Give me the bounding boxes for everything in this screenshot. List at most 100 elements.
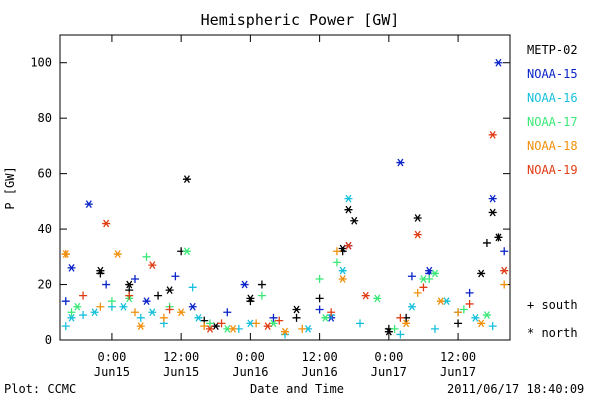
point-south-noaa-17 (67, 308, 76, 317)
point-north-noaa-18 (136, 322, 145, 331)
point-south-noaa-16 (431, 324, 439, 333)
point-north-metp-02 (125, 280, 134, 289)
point-south-noaa-19 (125, 291, 134, 300)
plot-frame (59, 34, 511, 341)
y-tick-label: 100 (30, 56, 52, 70)
point-north-metp-02 (413, 214, 422, 222)
point-south-noaa-17 (315, 275, 324, 283)
legend-noaa-16: NOAA-16 (527, 91, 578, 105)
point-north-metp-02 (344, 205, 353, 214)
point-north-metp-02 (494, 233, 503, 242)
point-south-noaa-16 (61, 322, 70, 331)
x-tick-label-date: Jun17 (440, 365, 476, 379)
point-north-noaa-17 (321, 313, 330, 322)
point-north-noaa-15 (488, 194, 497, 203)
point-north-noaa-18 (281, 327, 289, 336)
point-north-noaa-19 (488, 130, 497, 139)
plot-credit: Plot: CCMC (4, 382, 77, 396)
x-axis: 0:00Jun1512:00Jun150:00Jun1612:00Jun160:… (94, 35, 476, 379)
point-south-metp-02 (454, 319, 463, 328)
point-south-metp-02 (154, 291, 163, 300)
point-south-metp-02 (292, 313, 301, 322)
y-tick-label: 0 (45, 333, 52, 347)
point-south-noaa-18 (159, 313, 168, 322)
point-south-noaa-18 (131, 308, 139, 317)
point-north-noaa-16 (148, 308, 157, 317)
point-north-noaa-15 (188, 302, 197, 311)
point-north-noaa-16 (407, 302, 416, 311)
point-south-noaa-19 (419, 283, 428, 292)
x-tick-label-time: 0:00 (97, 350, 126, 364)
y-tick-label: 20 (38, 278, 52, 292)
x-tick-label-date: Jun15 (94, 365, 130, 379)
point-north-noaa-15 (240, 280, 249, 289)
y-tick-label: 40 (38, 222, 52, 236)
marker-legend-north: * north (527, 326, 578, 340)
point-south-noaa-16 (356, 319, 364, 328)
point-south-noaa-16 (79, 311, 88, 320)
point-north-noaa-18 (177, 308, 186, 317)
point-north-noaa-15 (494, 58, 503, 67)
point-south-noaa-15 (315, 305, 324, 314)
y-tick-label: 80 (38, 111, 52, 125)
marker-legend-south: + south (527, 298, 578, 312)
legend-noaa-18: NOAA-18 (527, 139, 578, 153)
point-south-noaa-17 (257, 291, 266, 300)
point-south-noaa-18 (332, 247, 341, 256)
point-north-noaa-18 (402, 319, 411, 328)
y-axis-label: P [GW] (3, 166, 17, 209)
x-tick-label-date: Jun16 (302, 365, 338, 379)
point-north-noaa-16 (119, 302, 128, 311)
point-north-metp-02 (488, 208, 497, 217)
point-north-noaa-16 (90, 308, 99, 317)
point-north-noaa-19 (148, 261, 157, 270)
point-south-noaa-17 (206, 319, 214, 328)
point-north-noaa-19 (344, 241, 353, 250)
point-north-noaa-19 (500, 266, 509, 275)
point-north-noaa-15 (142, 297, 151, 306)
point-south-noaa-17 (390, 324, 399, 333)
point-south-noaa-18 (500, 280, 509, 289)
point-north-metp-02 (211, 322, 220, 331)
point-south-noaa-15 (171, 272, 180, 281)
point-south-noaa-19 (217, 319, 226, 328)
point-south-noaa-18 (454, 308, 463, 317)
point-south-noaa-18 (413, 288, 422, 297)
point-north-noaa-16 (194, 313, 203, 322)
point-north-noaa-16 (344, 194, 353, 203)
point-south-metp-02 (315, 294, 324, 303)
point-south-noaa-19 (165, 305, 174, 314)
point-north-noaa-17 (482, 311, 491, 319)
legend-noaa-15: NOAA-15 (527, 67, 578, 81)
data-points (61, 58, 509, 339)
point-north-noaa-19 (102, 219, 111, 228)
marker-legend: + south * north (527, 298, 578, 354)
point-south-noaa-16 (396, 330, 405, 339)
point-south-noaa-19 (465, 299, 474, 308)
point-south-noaa-19 (79, 291, 88, 300)
point-north-noaa-19 (263, 322, 272, 331)
point-south-noaa-15 (465, 288, 474, 297)
point-south-noaa-19 (396, 313, 405, 322)
legend-metp-02: METP-02 (527, 43, 578, 57)
point-south-noaa-19 (275, 316, 284, 325)
point-south-noaa-19 (327, 308, 336, 317)
point-south-metp-02 (257, 280, 266, 289)
point-north-noaa-18 (477, 319, 486, 328)
point-south-noaa-17 (142, 252, 151, 261)
point-north-metp-02 (477, 269, 486, 278)
point-north-noaa-15 (396, 158, 405, 167)
point-south-noaa-15 (131, 275, 139, 283)
point-north-metp-02 (182, 175, 191, 184)
x-tick-label-time: 12:00 (440, 350, 476, 364)
x-tick-label-date: Jun16 (232, 365, 268, 379)
point-north-noaa-18 (338, 275, 347, 283)
point-north-noaa-16 (471, 313, 480, 322)
x-tick-label-time: 0:00 (236, 350, 265, 364)
x-tick-label-time: 12:00 (163, 350, 199, 364)
point-north-noaa-19 (361, 291, 370, 300)
point-north-noaa-18 (229, 325, 238, 333)
plot-timestamp: 2011/06/17 18:40:09 (447, 382, 585, 396)
point-north-noaa-16 (67, 313, 76, 322)
